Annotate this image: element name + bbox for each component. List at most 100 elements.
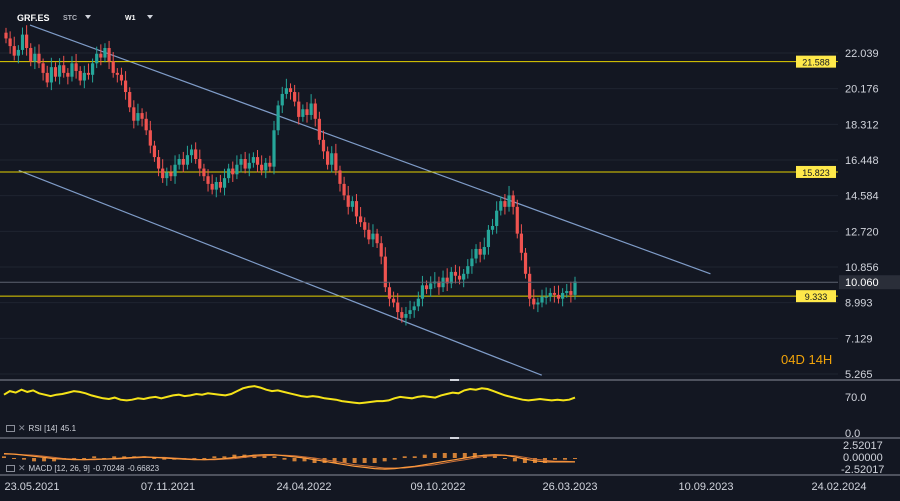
candle	[437, 276, 441, 295]
candle-body	[429, 283, 433, 290]
candle-body	[400, 312, 404, 318]
price-tick-label: 8.993	[845, 298, 873, 310]
candle	[37, 44, 41, 69]
candle	[457, 266, 462, 285]
candle	[177, 154, 181, 170]
candle	[119, 67, 124, 86]
candle	[206, 169, 210, 192]
price-tick-label: 5.265	[845, 369, 873, 381]
macd-histogram-bar	[412, 456, 417, 458]
candle-body	[260, 164, 264, 171]
candle	[350, 196, 354, 212]
settings-icon[interactable]	[6, 465, 15, 472]
level-badge-label: 21.588	[802, 58, 830, 68]
symbol-label[interactable]: GRF.ES	[17, 13, 50, 23]
candle-body	[462, 273, 466, 280]
candle-body	[161, 168, 165, 179]
candle-body	[474, 248, 478, 259]
candle-body	[152, 145, 157, 158]
candle-body	[45, 72, 49, 83]
candle-body	[227, 168, 231, 179]
macd-legend: ✕ MACD [12, 26, 9] -0.70248 -0.66823	[6, 463, 159, 474]
rsi-value: 45.1	[60, 424, 77, 433]
candle-body	[128, 92, 132, 108]
close-icon[interactable]: ✕	[18, 463, 26, 473]
candle-body	[198, 158, 202, 169]
candle	[556, 285, 561, 304]
candle	[466, 259, 470, 279]
candle-body	[519, 233, 523, 253]
candle-body	[90, 63, 95, 75]
candle-body	[412, 306, 416, 311]
macd-histogram-bar	[362, 458, 367, 463]
candle-body	[342, 183, 346, 196]
price-tick-label: 18.312	[845, 119, 879, 131]
candle	[441, 270, 445, 292]
candle	[486, 225, 491, 255]
candle-body	[334, 153, 338, 171]
close-icon[interactable]: ✕	[18, 423, 26, 433]
macd-axis-top: 2.52017	[843, 440, 883, 452]
macd-histogram-bar	[282, 458, 287, 460]
candle	[82, 65, 86, 89]
candle-body	[470, 258, 474, 267]
candle	[45, 65, 49, 88]
candle	[239, 154, 243, 173]
timeframe-chevron-down-icon[interactable]	[147, 15, 153, 19]
chart-type-chevron-down-icon[interactable]	[85, 15, 91, 19]
macd-histogram-bar	[162, 458, 167, 460]
candle	[227, 163, 231, 183]
chart-type-label[interactable]: STC	[63, 15, 77, 22]
candle	[140, 108, 144, 127]
candle	[507, 185, 511, 212]
candle	[4, 27, 8, 44]
candle-body	[70, 63, 74, 77]
macd-histogram-bar	[232, 454, 237, 458]
level-badge	[796, 55, 836, 68]
candle	[363, 217, 367, 238]
price-tick-label: 16.448	[845, 155, 879, 167]
level-lines: 21.588 15.823 9.333	[0, 55, 838, 303]
candle-body	[515, 206, 519, 234]
macd-histogram-bar	[462, 453, 467, 458]
macd-axis-mid: 0.00000	[843, 452, 883, 464]
candle	[416, 291, 420, 312]
candle	[519, 224, 523, 261]
candle	[173, 155, 177, 184]
candle-body	[326, 151, 330, 165]
candle-body	[12, 46, 16, 56]
candle	[95, 46, 99, 69]
candle-body	[375, 233, 379, 244]
candle	[523, 247, 528, 279]
candle-body	[367, 229, 371, 240]
candle	[338, 165, 342, 192]
candle	[379, 236, 383, 265]
rsi-name: RSI [14]	[28, 424, 58, 433]
candle-body	[437, 281, 441, 288]
candle	[342, 176, 346, 201]
candle	[247, 153, 251, 177]
price-tick-label: 14.584	[845, 191, 879, 203]
candle	[288, 83, 293, 100]
level-badge-label: 15.823	[802, 168, 830, 178]
candle	[293, 84, 297, 107]
candle	[301, 104, 305, 122]
candle-body	[466, 266, 470, 274]
candle-body	[222, 178, 227, 188]
candle-body	[354, 201, 359, 217]
macd-histogram-bar	[22, 458, 27, 460]
timeframe-label[interactable]: W1	[125, 15, 136, 22]
candle	[243, 151, 247, 174]
candle	[194, 142, 198, 164]
price-tick-label: 22.039	[845, 48, 879, 60]
settings-icon[interactable]	[6, 425, 15, 432]
candle	[66, 68, 70, 85]
macd-histogram-bar	[472, 453, 477, 458]
candle	[148, 120, 152, 154]
candle	[317, 111, 321, 145]
macd-name: MACD [12, 26, 9]	[28, 464, 90, 473]
macd-histogram-bar	[422, 454, 427, 458]
candle-body	[272, 130, 276, 167]
candle-body	[74, 63, 78, 71]
